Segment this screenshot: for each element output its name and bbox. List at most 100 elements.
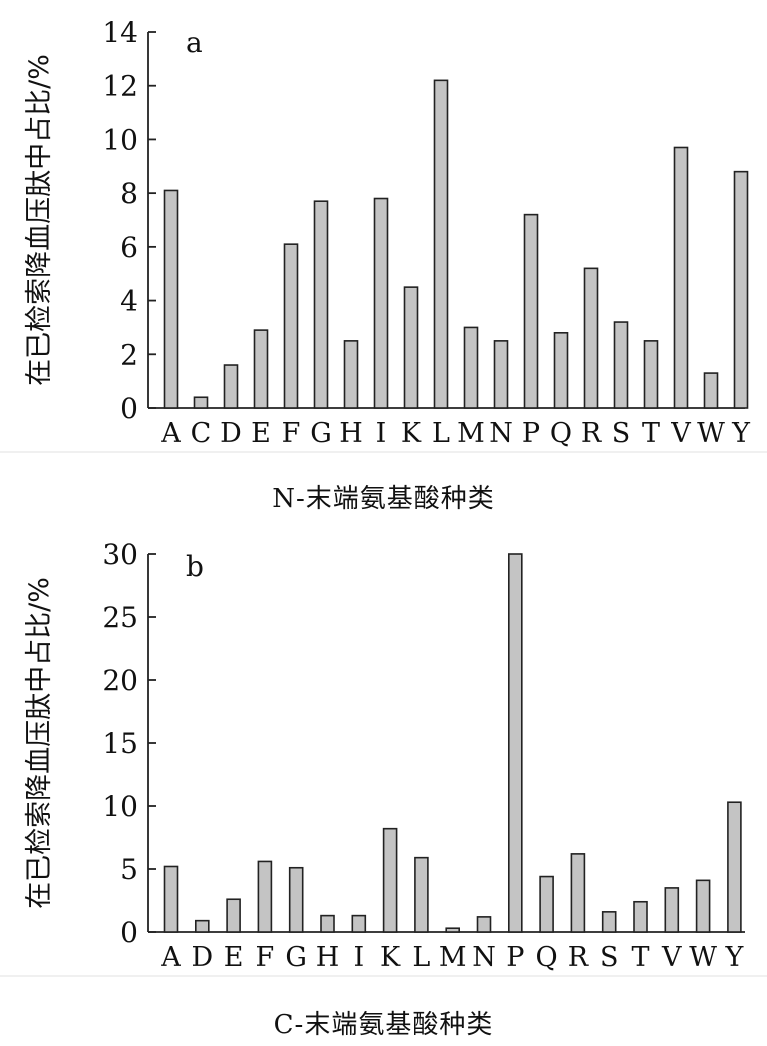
x-tick-label: I	[376, 418, 387, 449]
bar-W	[703, 372, 719, 409]
x-tick-label: H	[339, 418, 363, 449]
bar-C	[193, 396, 209, 409]
y-tick-label: 25	[102, 601, 138, 634]
y-axis-label: 在已检索降血压肽中占比/%	[24, 577, 55, 909]
bar-Q	[553, 331, 569, 409]
panel-letter: a	[186, 26, 203, 59]
bar-Y	[727, 801, 742, 933]
y-tick-label: 14	[102, 16, 138, 49]
bar-I	[351, 914, 367, 933]
bar-S	[613, 321, 629, 409]
x-tick-label: R	[581, 418, 602, 449]
bar-W	[695, 879, 711, 933]
bar-G	[288, 866, 304, 933]
x-tick-label: Q	[536, 942, 558, 973]
bar-F	[257, 860, 273, 933]
bar-K	[382, 827, 398, 933]
bar-I	[373, 197, 389, 409]
x-tick-label: M	[439, 942, 467, 973]
bar-P	[507, 553, 523, 933]
x-tick-label: Q	[550, 418, 572, 449]
bar-E	[226, 898, 241, 933]
y-tick-label: 4	[120, 285, 138, 318]
bar-D	[195, 919, 210, 933]
x-tick-label: S	[612, 418, 631, 449]
y-tick-label: 15	[102, 727, 138, 760]
bar-T	[643, 340, 659, 409]
x-tick-label: D	[191, 942, 213, 973]
x-tick-label: E	[251, 418, 271, 449]
y-tick-label: 2	[120, 338, 138, 371]
bar-F	[283, 243, 299, 409]
x-tick-label: S	[600, 942, 619, 973]
x-tick-label: V	[670, 418, 691, 449]
y-tick-label: 30	[102, 538, 138, 571]
x-tick-label: R	[568, 942, 589, 973]
x-tick-label: A	[160, 942, 181, 973]
chart-b-svg: 0 5 10 15 20 25 30 A D E F G H I K L M N P Q R S T V W Yb 在已检索降血压肽…	[0, 538, 767, 977]
x-tick-label: W	[697, 418, 725, 449]
y-tick-label: 6	[120, 231, 138, 264]
x-tick-label: K	[401, 418, 422, 449]
bar-S	[601, 911, 617, 933]
bar-M	[445, 927, 461, 933]
x-tick-label: W	[689, 942, 717, 973]
x-tick-label: A	[160, 418, 181, 449]
bar-G	[313, 200, 329, 409]
x-tick-label: K	[380, 942, 401, 973]
x-tick-label: D	[220, 418, 242, 449]
bar-D	[223, 364, 239, 409]
x-tick-label: Y	[731, 418, 751, 449]
x-tick-label: P	[506, 942, 524, 973]
bar-R	[570, 853, 586, 933]
x-tick-label: F	[256, 942, 275, 973]
bar-H	[320, 914, 335, 933]
bar-M	[463, 326, 479, 409]
bar-T	[633, 900, 648, 933]
chart-a-xlabel: N-末端氨基酸种类	[272, 484, 495, 514]
x-tick-label: L	[412, 942, 430, 973]
x-tick-label: P	[522, 418, 540, 449]
x-tick-label: T	[631, 942, 649, 973]
x-tick-label: G	[285, 942, 307, 973]
bar-L	[433, 79, 449, 409]
y-axis-label: 在已检索降血压肽中占比/%	[24, 54, 55, 386]
x-tick-label: I	[353, 942, 364, 973]
bar-Y	[733, 170, 749, 409]
y-tick-label: 10	[102, 790, 138, 823]
bar-E	[253, 329, 269, 409]
y-tick-label: 5	[120, 853, 138, 886]
x-tick-label: V	[661, 942, 682, 973]
y-tick-label: 0	[120, 392, 138, 425]
chart-b-xlabel: C-末端氨基酸种类	[273, 1010, 494, 1040]
bar-P	[523, 213, 539, 409]
x-tick-label: Y	[724, 942, 744, 973]
bar-K	[403, 286, 419, 409]
y-tick-label: 20	[102, 664, 138, 697]
panel-letter: b	[186, 550, 204, 583]
bar-N	[493, 340, 509, 409]
bar-H	[343, 340, 359, 409]
x-tick-label: E	[224, 942, 244, 973]
bar-L	[414, 856, 429, 933]
bar-A	[163, 865, 179, 933]
x-tick-label: L	[432, 418, 450, 449]
x-tick-label: T	[642, 418, 660, 449]
y-tick-label: 10	[102, 123, 138, 156]
x-tick-label: G	[310, 418, 332, 449]
bar-R	[583, 267, 599, 409]
x-tick-label: N	[472, 942, 496, 973]
y-tick-label: 0	[120, 916, 138, 949]
x-tick-label: M	[457, 418, 485, 449]
bar-V	[673, 146, 689, 409]
bar-N	[476, 916, 492, 933]
x-tick-label: H	[316, 942, 340, 973]
bar-V	[664, 887, 680, 933]
x-tick-label: N	[489, 418, 513, 449]
bar-A	[163, 189, 179, 409]
bar-Q	[539, 875, 554, 933]
y-tick-label: 12	[102, 70, 138, 103]
chart-a-svg: 0 2 4 6 8 10 12 14 A C D E F G H I K L M N P Q R S T V W Ya 在已检索降血压肽…	[0, 16, 767, 453]
